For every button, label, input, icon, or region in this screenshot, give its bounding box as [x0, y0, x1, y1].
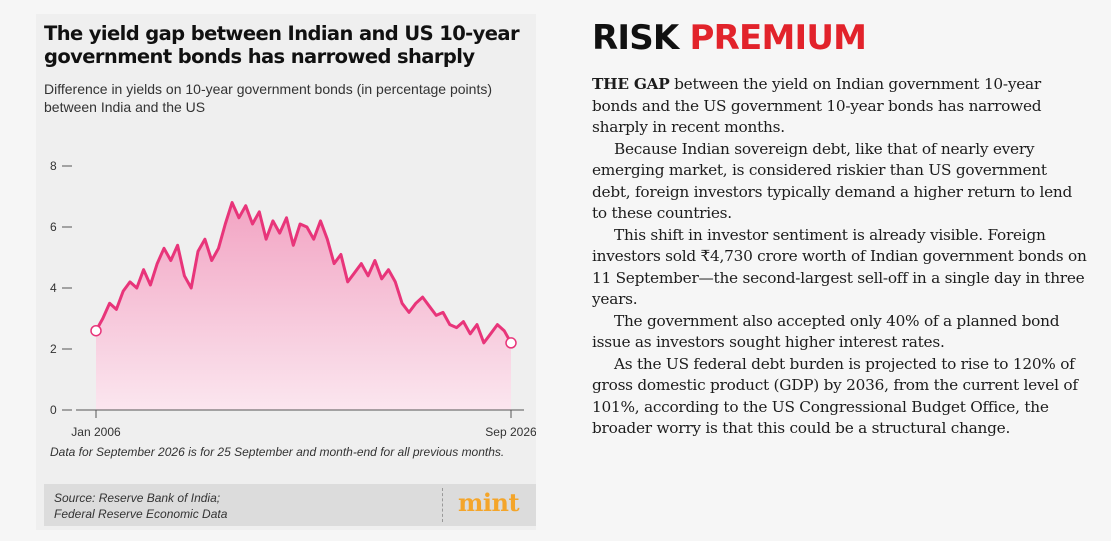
source-line-2: Federal Reserve Economic Data	[54, 507, 228, 521]
area-fill	[96, 202, 511, 410]
y-tick-label: 4	[50, 281, 57, 295]
y-axis: 0 2 4 6 8	[50, 159, 72, 417]
article-body: THE GAP between the yield on Indian gove…	[592, 74, 1087, 440]
headline-red-word: PREMIUM	[689, 18, 867, 58]
article-p1-text: between the yield on Indian government 1…	[592, 75, 1042, 136]
chart-plot: 0 2 4 6 8 Jan 2006 Sep 2026	[50, 159, 536, 439]
series-line	[94, 201, 513, 345]
article-paragraph-5: As the US federal debt burden is project…	[592, 354, 1078, 438]
article-paragraph-1: THE GAP between the yield on Indian gove…	[592, 74, 1087, 139]
article-paragraph-2: Because Indian sovereign debt, like that…	[592, 139, 1073, 223]
chart-panel: The yield gap between Indian and US 10-y…	[36, 14, 536, 530]
source-divider	[442, 488, 443, 522]
end-point-marker	[505, 337, 517, 349]
article-lead: THE GAP	[592, 75, 670, 93]
headline-dark-word: RISK	[592, 18, 679, 58]
chart-subtitle: Difference in yields on 10-year governme…	[44, 81, 492, 115]
y-tick-label: 2	[50, 342, 57, 356]
article-paragraph-4: The government also accepted only 40% of…	[592, 311, 1060, 352]
x-axis-ticks: Jan 2006 Sep 2026	[71, 410, 536, 439]
x-tick-label: Jan 2006	[71, 425, 121, 439]
y-tick-label: 0	[50, 403, 57, 417]
source-box: Source: Reserve Bank of India; Federal R…	[44, 484, 536, 526]
chart-note: Data for September 2026 is for 25 Septem…	[50, 445, 505, 459]
chart-title: The yield gap between Indian and US 10-y…	[44, 22, 520, 68]
x-tick-label: Sep 2026	[485, 425, 536, 439]
source-line-1: Source: Reserve Bank of India;	[54, 491, 221, 505]
article-paragraph-3: This shift in investor sentiment is alre…	[592, 225, 1087, 309]
source-text: Source: Reserve Bank of India; Federal R…	[54, 490, 227, 522]
y-tick-label: 6	[50, 220, 57, 234]
mint-logo: mint	[458, 488, 520, 517]
article-headline: RISK PREMIUM	[592, 18, 867, 58]
article-panel: RISK PREMIUM THE GAP between the yield o…	[586, 14, 1087, 530]
start-point-marker	[90, 324, 102, 337]
y-tick-label: 8	[50, 159, 57, 173]
